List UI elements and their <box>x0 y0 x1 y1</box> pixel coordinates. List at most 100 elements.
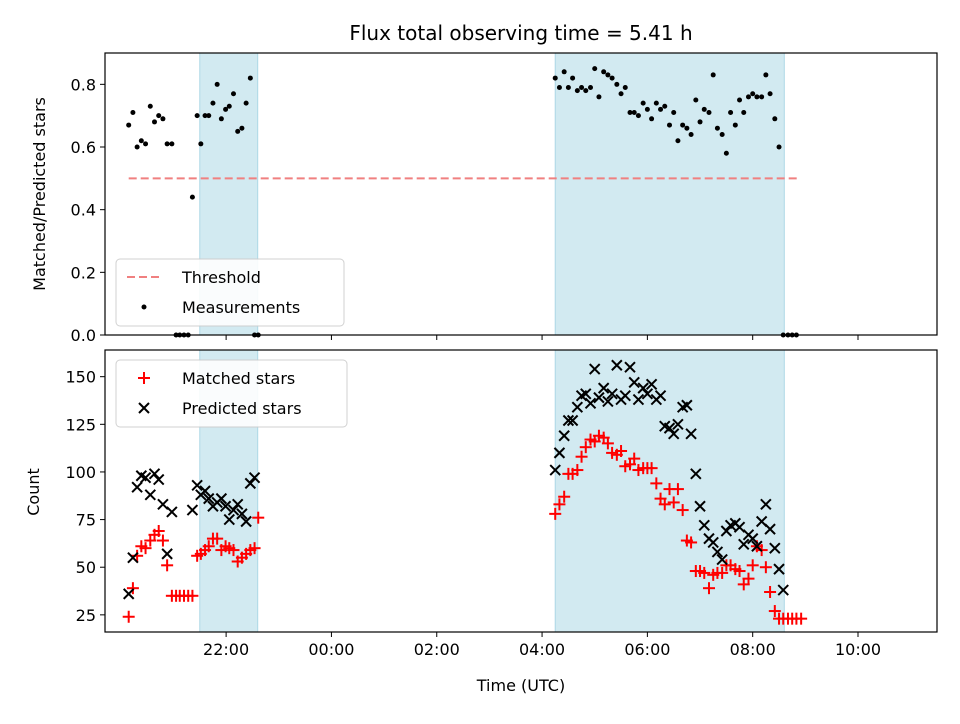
bottom-predicted-star-point <box>764 523 776 535</box>
top-legend-label: Threshold <box>181 268 261 287</box>
top-panel: 0.0 0.2 0.4 0.6 0.8 Threshold Measurements <box>71 52 938 345</box>
top-measurement-point <box>169 141 175 147</box>
top-measurement-point <box>561 69 567 75</box>
bottom-predicted-star-point <box>681 399 693 411</box>
bottom-y-tick-label: 150 <box>65 368 96 387</box>
top-measurement-point <box>579 84 585 90</box>
bottom-predicted-star-point <box>611 359 623 371</box>
top-y-tick-label: 0.0 <box>71 326 96 345</box>
bottom-predicted-star-point <box>186 504 199 516</box>
bottom-predicted-star-point <box>191 479 203 491</box>
top-measurement-point <box>147 103 153 109</box>
bottom-matched-star-point <box>558 490 571 503</box>
bottom-matched-star-point <box>671 483 684 496</box>
top-measurement-point <box>570 75 576 81</box>
top-measurement-point <box>745 94 751 100</box>
top-measurement-point <box>565 84 571 90</box>
bottom-axes-frame <box>104 349 938 633</box>
top-axes-frame <box>104 52 938 336</box>
bottom-x-tick-label: 06:00 <box>624 640 670 659</box>
top-measurement-point <box>596 94 602 100</box>
top-measurement-point <box>164 141 170 147</box>
bottom-predicted-star-point <box>606 388 618 400</box>
bottom-matched-star-point <box>764 585 777 598</box>
top-measurement-point <box>666 122 672 128</box>
bottom-predicted-star-point <box>148 468 161 480</box>
bottom-predicted-star-point <box>553 447 566 459</box>
bottom-legend-matched-swatch <box>138 372 150 384</box>
bottom-predicted-star-point <box>215 492 228 505</box>
bottom-x-tick-label: 04:00 <box>519 640 565 659</box>
bottom-predicted-star-point <box>153 473 165 486</box>
top-measurement-point <box>680 122 686 128</box>
bottom-predicted-star-point <box>219 500 232 512</box>
top-measurement-point <box>618 91 624 97</box>
top-measurement-point <box>701 106 707 112</box>
top-measurement-point <box>143 141 149 147</box>
top-measurement-point <box>693 97 699 103</box>
top-measurement-point <box>772 116 778 122</box>
top-measurement-point <box>776 144 782 150</box>
bottom-predicted-star-point <box>549 464 561 476</box>
bottom-predicted-star-point <box>571 401 584 413</box>
bottom-predicted-star-point <box>597 382 610 394</box>
bottom-predicted-star-point <box>751 540 763 552</box>
bottom-predicted-star-point <box>223 513 235 526</box>
top-measurement-point <box>202 113 208 119</box>
top-y-tick-label: 0.4 <box>71 201 96 220</box>
bottom-matched-star-point <box>575 450 588 463</box>
top-measurement-point <box>198 141 204 147</box>
bottom-predicted-star-point <box>161 548 173 560</box>
bottom-panel: 25 50 75 100 125 150 22:00 00:00 02:00 04:00 06:00… <box>65 349 938 659</box>
bottom-predicted-star-point <box>746 532 759 545</box>
bottom-matched-star-point <box>156 534 169 547</box>
top-measurement-point <box>134 144 140 150</box>
top-measurement-point <box>697 119 703 125</box>
top-measurement-point <box>614 81 620 87</box>
top-measurement-point <box>230 91 236 97</box>
top-measurement-point <box>688 131 694 137</box>
top-measurement-point <box>723 150 729 156</box>
bottom-predicted-star-point <box>227 504 240 516</box>
top-measurement-point <box>644 106 650 112</box>
top-legend-box <box>115 258 345 327</box>
bottom-matched-star-point <box>549 507 562 520</box>
bottom-matched-star-point <box>716 566 729 579</box>
bottom-matched-star-point <box>579 441 592 454</box>
bottom-legend-predicted-swatch <box>138 402 150 414</box>
bottom-matched-star-point <box>685 536 698 549</box>
top-measurement-point <box>684 125 690 131</box>
bottom-predicted-star-point <box>558 430 570 442</box>
bottom-x-tick-label: 00:00 <box>308 640 354 659</box>
top-measurement-point <box>243 100 249 106</box>
bottom-matched-star-point <box>161 559 174 572</box>
top-measurement-point <box>631 110 637 116</box>
bottom-predicted-star-point <box>602 395 614 408</box>
top-y-tick-label: 0.8 <box>71 75 96 94</box>
bottom-matched-star-point <box>248 542 261 555</box>
bottom-matched-star-point <box>202 540 215 553</box>
bottom-matched-star-point <box>645 462 658 475</box>
bottom-predicted-star-point <box>777 584 789 596</box>
top-measurement-point <box>239 125 245 131</box>
bottom-predicted-star-point <box>654 390 667 402</box>
top-measurement-point <box>732 122 738 128</box>
top-measurement-point <box>160 116 166 122</box>
bottom-predicted-star-point <box>236 508 248 520</box>
bottom-matched-star-point <box>131 549 144 562</box>
bottom-matched-star-point <box>698 566 711 579</box>
bottom-predicted-star-point <box>632 393 645 406</box>
bottom-matched-star-point <box>667 496 680 509</box>
bottom-y-axis-title: Count <box>24 468 43 516</box>
bottom-x-tick-label: 10:00 <box>835 640 881 659</box>
bottom-matched-star-point <box>126 582 139 595</box>
top-measurement-point <box>710 72 716 78</box>
bottom-predicted-star-point <box>619 390 631 402</box>
top-measurement-point <box>605 72 611 78</box>
top-legend: Threshold Measurements <box>115 258 345 327</box>
bottom-x-tick-label: 22:00 <box>203 640 249 659</box>
top-measurement-point <box>151 119 157 125</box>
bottom-predicted-star-point <box>637 382 649 394</box>
bottom-matched-star-point <box>186 589 199 602</box>
bottom-y-tick-label: 25 <box>76 606 96 625</box>
